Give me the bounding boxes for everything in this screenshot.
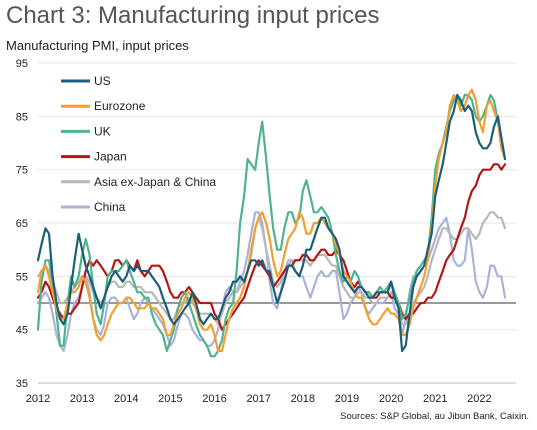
x-tick-label: 2019 <box>335 393 359 405</box>
x-tick-label: 2016 <box>202 393 226 405</box>
x-tick-label: 2022 <box>467 393 491 405</box>
x-tick-label: 2017 <box>246 393 270 405</box>
x-tick-label: 2013 <box>70 393 94 405</box>
x-tick-label: 2014 <box>114 393 138 405</box>
x-tick-label: 2021 <box>423 393 447 405</box>
y-tick-label: 35 <box>16 378 28 390</box>
y-tick-label: 95 <box>16 58 28 70</box>
chart-title: Chart 3: Manufacturing input prices <box>6 2 380 29</box>
series-line-asia-ex-japan-china <box>36 211 507 326</box>
y-tick-label: 65 <box>16 218 28 230</box>
legend-label: US <box>94 74 111 88</box>
series-line-eurozone <box>36 88 507 353</box>
x-tick-label: 2020 <box>379 393 403 405</box>
y-tick-label: 75 <box>16 165 28 177</box>
source-note: Sources: S&P Global, au Jibun Bank, Caix… <box>340 411 529 422</box>
y-tick-label: 85 <box>16 111 28 123</box>
legend-label: Eurozone <box>94 99 146 113</box>
x-tick-label: 2012 <box>26 393 50 405</box>
x-tick-label: 2018 <box>291 393 315 405</box>
legend-label: Asia ex-Japan & China <box>94 175 216 189</box>
y-tick-label: 45 <box>16 325 28 337</box>
series-line-us <box>36 93 507 353</box>
x-tick-label: 2015 <box>158 393 182 405</box>
legend-label: China <box>94 200 126 214</box>
y-tick-label: 55 <box>16 271 28 283</box>
legend-label: Japan <box>94 150 127 164</box>
legend-label: UK <box>94 124 111 138</box>
y-axis-label: Manufacturing PMI, input prices <box>6 38 189 53</box>
